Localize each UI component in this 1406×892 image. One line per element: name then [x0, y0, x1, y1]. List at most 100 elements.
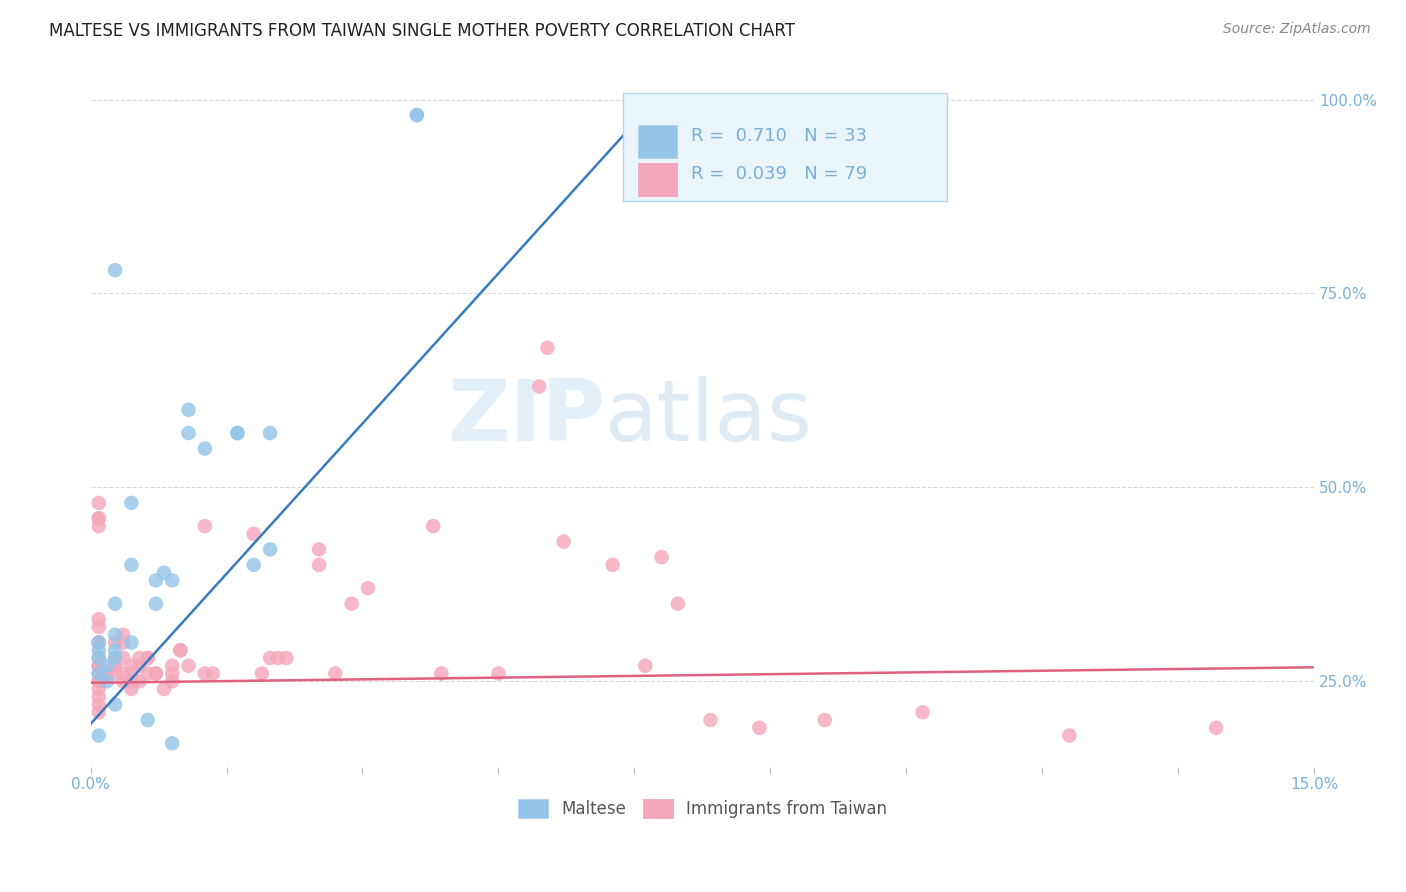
Text: MALTESE VS IMMIGRANTS FROM TAIWAN SINGLE MOTHER POVERTY CORRELATION CHART: MALTESE VS IMMIGRANTS FROM TAIWAN SINGLE…	[49, 22, 796, 40]
Point	[145, 597, 167, 611]
Point	[160, 658, 183, 673]
Point	[104, 635, 127, 649]
Point	[87, 496, 110, 510]
Point	[308, 542, 330, 557]
Point	[651, 550, 673, 565]
Point	[104, 666, 127, 681]
Bar	[637, 162, 676, 196]
Point	[267, 651, 290, 665]
Point	[160, 574, 183, 588]
Point	[112, 666, 135, 681]
Point	[136, 651, 159, 665]
Point	[634, 658, 657, 673]
Point	[96, 666, 118, 681]
Point	[634, 108, 657, 122]
Point	[194, 442, 217, 456]
Point	[112, 635, 135, 649]
Point	[104, 698, 127, 712]
Point	[112, 628, 135, 642]
Point	[120, 635, 142, 649]
Point	[87, 612, 110, 626]
Point	[405, 108, 427, 122]
Point	[104, 643, 127, 657]
Point	[120, 674, 142, 689]
Point	[814, 713, 837, 727]
Point	[104, 651, 127, 665]
Point	[87, 511, 110, 525]
Point	[136, 666, 159, 681]
Point	[87, 690, 110, 704]
Text: atlas: atlas	[605, 376, 813, 459]
Point	[242, 527, 264, 541]
Point	[177, 425, 200, 440]
Point	[340, 597, 363, 611]
Point	[87, 674, 110, 689]
Point	[96, 666, 118, 681]
Point	[529, 379, 551, 393]
Text: Source: ZipAtlas.com: Source: ZipAtlas.com	[1223, 22, 1371, 37]
Point	[104, 651, 127, 665]
Point	[177, 402, 200, 417]
Point	[87, 519, 110, 533]
Point	[488, 666, 510, 681]
Point	[87, 666, 110, 681]
Point	[602, 558, 624, 572]
Point	[87, 681, 110, 696]
Point	[169, 643, 191, 657]
Point	[87, 511, 110, 525]
Point	[177, 658, 200, 673]
Point	[201, 666, 224, 681]
Legend: Maltese, Immigrants from Taiwan: Maltese, Immigrants from Taiwan	[510, 792, 894, 824]
Point	[120, 496, 142, 510]
Point	[104, 658, 127, 673]
Point	[259, 651, 281, 665]
Point	[87, 658, 110, 673]
Point	[226, 425, 249, 440]
Point	[160, 666, 183, 681]
Point	[128, 674, 150, 689]
Point	[120, 558, 142, 572]
Point	[194, 519, 217, 533]
Point	[96, 666, 118, 681]
Point	[145, 574, 167, 588]
Point	[120, 666, 142, 681]
Point	[357, 581, 380, 595]
Point	[153, 566, 176, 580]
Point	[136, 651, 159, 665]
Point	[1059, 729, 1081, 743]
Point	[748, 721, 770, 735]
Point	[112, 651, 135, 665]
Point	[323, 666, 346, 681]
FancyBboxPatch shape	[623, 93, 948, 202]
Point	[128, 651, 150, 665]
Point	[405, 108, 427, 122]
Point	[128, 658, 150, 673]
Point	[666, 597, 689, 611]
Point	[259, 542, 281, 557]
Point	[87, 635, 110, 649]
Point	[242, 558, 264, 572]
Point	[120, 681, 142, 696]
Point	[87, 658, 110, 673]
Point	[226, 425, 249, 440]
Point	[96, 658, 118, 673]
Point	[87, 729, 110, 743]
Point	[259, 425, 281, 440]
Text: ZIP: ZIP	[447, 376, 605, 459]
Point	[87, 706, 110, 720]
Point	[153, 681, 176, 696]
Point	[160, 736, 183, 750]
Point	[87, 620, 110, 634]
Point	[87, 635, 110, 649]
Point	[87, 651, 110, 665]
Point	[96, 674, 118, 689]
Point	[120, 658, 142, 673]
Point	[160, 674, 183, 689]
Point	[136, 713, 159, 727]
Point	[276, 651, 298, 665]
Point	[1205, 721, 1227, 735]
Point	[87, 635, 110, 649]
Point	[87, 651, 110, 665]
Point	[145, 666, 167, 681]
Point	[87, 674, 110, 689]
